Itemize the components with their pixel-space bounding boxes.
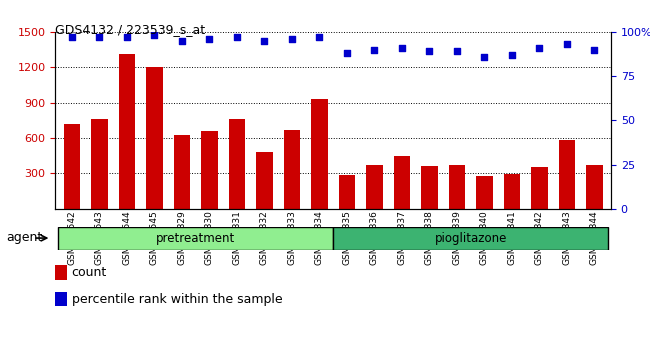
Bar [58, 227, 333, 250]
Text: percentile rank within the sample: percentile rank within the sample [72, 293, 282, 306]
Bar [256, 152, 272, 209]
Bar [174, 135, 190, 209]
Bar [476, 176, 493, 209]
Point [314, 34, 324, 40]
Point [259, 38, 270, 44]
Bar [339, 175, 355, 209]
Point [369, 47, 380, 52]
Point [231, 34, 242, 40]
Point [66, 34, 77, 40]
Text: agent: agent [6, 232, 43, 244]
Bar [64, 124, 80, 209]
Point [562, 41, 572, 47]
Bar [229, 119, 245, 209]
Point [94, 34, 105, 40]
Point [507, 52, 517, 58]
Point [177, 38, 187, 44]
Text: GDS4132 / 223539_s_at: GDS4132 / 223539_s_at [55, 23, 205, 36]
Point [287, 36, 297, 42]
Bar [333, 227, 608, 250]
Point [396, 45, 407, 51]
Bar [448, 165, 465, 209]
Text: pretreatment: pretreatment [156, 232, 235, 245]
Point [590, 47, 600, 52]
Bar [146, 67, 162, 209]
Bar [91, 119, 107, 209]
Point [149, 33, 159, 38]
Bar [283, 130, 300, 209]
Point [479, 54, 489, 59]
Bar [201, 131, 218, 209]
Bar [586, 165, 603, 209]
Bar [559, 141, 575, 209]
Bar [421, 166, 437, 209]
Bar [118, 54, 135, 209]
Text: pioglitazone: pioglitazone [434, 232, 507, 245]
Text: count: count [72, 266, 107, 279]
Bar [311, 98, 328, 209]
Point [342, 50, 352, 56]
Point [122, 34, 132, 40]
Point [452, 48, 462, 54]
Bar [531, 167, 548, 209]
Point [534, 45, 545, 51]
Point [424, 48, 435, 54]
Bar [394, 156, 410, 209]
Point [204, 36, 214, 42]
Bar [366, 165, 383, 209]
Bar [504, 174, 520, 209]
